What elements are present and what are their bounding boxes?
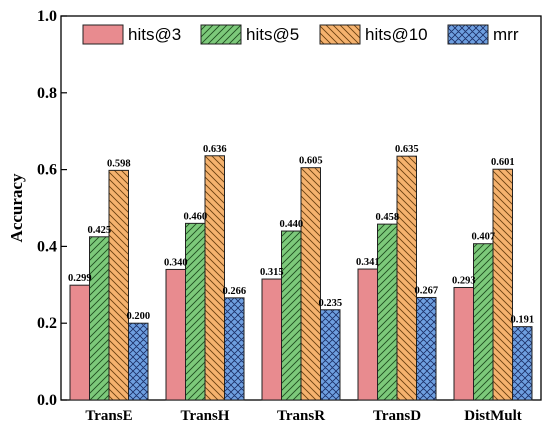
bar-hits10 [204,155,225,401]
bar-mrr [320,309,341,401]
data-label-hits5: 0.460 [183,211,207,222]
data-label-hits5: 0.407 [471,232,495,243]
data-label-hits10: 0.601 [491,157,515,168]
legend-swatch-hits10 [319,24,361,45]
bar-hits10 [396,155,417,401]
y-tick-label: 1.0 [37,8,57,25]
data-label-hits3: 0.299 [68,273,92,284]
data-label-mrr: 0.235 [318,298,342,309]
bar-hits5 [89,236,110,401]
legend-swatch-hits5 [200,24,242,45]
data-label-hits5: 0.440 [279,219,303,230]
bar-hits5 [473,243,494,401]
bar-hits3 [453,286,474,401]
bar-mrr [416,296,437,401]
data-label-hits3: 0.293 [452,275,476,286]
x-tick-label: TransD [373,408,421,424]
x-tick-label: TransR [277,408,325,424]
data-label-mrr: 0.200 [126,311,150,322]
bar-hits3 [357,268,378,401]
data-label-hits5: 0.425 [87,225,111,236]
data-label-hits3: 0.315 [260,267,284,278]
data-label-hits10: 0.635 [395,144,419,155]
bar-hits5 [377,223,398,401]
data-label-mrr: 0.267 [414,285,438,296]
data-label-hits10: 0.636 [203,144,227,155]
data-labels: 0.299 0.425 0.598 0.200 0.340 0.460 0.636 0.266… [68,144,534,326]
x-tick-label: DistMult [464,408,522,424]
y-tick-label: 0.6 [37,162,57,179]
y-tick-label: 0.2 [37,315,57,332]
legend-label-hits10: hits@10 [365,25,428,44]
legend: hits@3 hits@5 hits@10 mrr [82,24,519,45]
legend-label-mrr: mrr [493,25,519,44]
data-label-hits3: 0.340 [164,257,188,268]
bar-mrr [512,326,533,401]
data-label-mrr: 0.191 [510,315,534,326]
bar-hits10 [492,168,513,401]
bar-hits10 [108,169,129,401]
bar-mrr [128,322,149,401]
legend-label-hits5: hits@5 [246,25,299,44]
data-label-hits10: 0.598 [107,158,131,169]
bar-hits10 [300,167,321,401]
bar-hits3 [165,268,186,401]
bar-hits3 [261,278,282,401]
bar-hits5 [185,222,206,401]
bar-mrr [224,297,245,401]
legend-swatch-hits3 [82,24,124,45]
data-label-mrr: 0.266 [222,286,246,297]
legend-label-hits3: hits@3 [128,25,181,44]
y-tick-label: 0.0 [37,392,57,409]
x-tick-label: TransH [181,408,230,424]
y-axis-title: Accuracy [7,173,26,242]
data-label-hits3: 0.341 [356,257,380,268]
bar-hits5 [281,230,302,401]
y-tick-label: 0.8 [37,85,57,102]
data-label-hits10: 0.605 [299,156,323,167]
y-tick-label: 0.4 [37,238,57,255]
bar-hits3 [69,284,90,401]
legend-swatch-mrr [447,24,489,45]
x-tick-label: TransE [85,408,132,424]
data-label-hits5: 0.458 [375,212,399,223]
bars [69,155,533,401]
